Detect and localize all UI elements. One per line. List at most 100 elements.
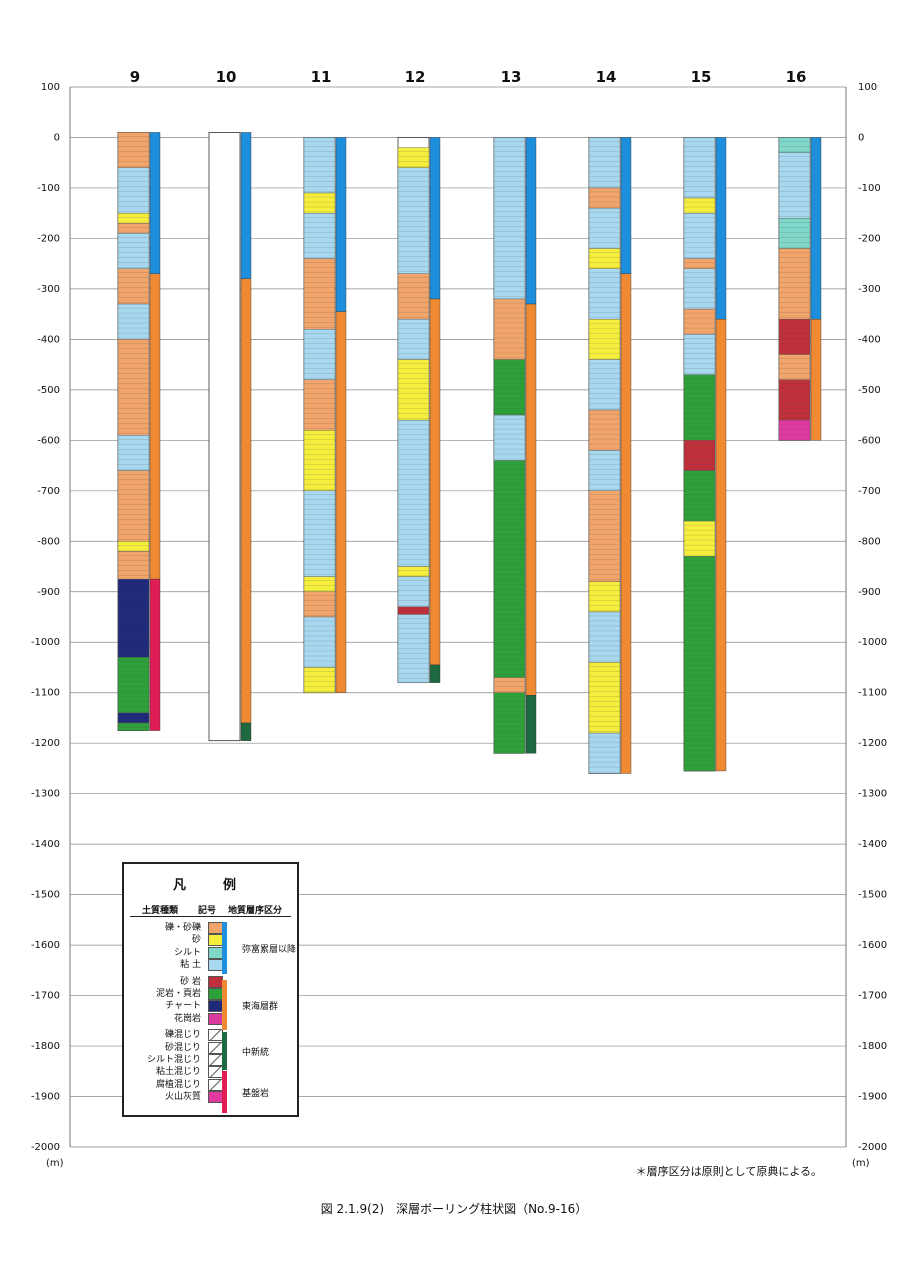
lithology-layer <box>683 197 716 214</box>
tick-label-left: -1500 <box>31 890 60 901</box>
legend-title: 凡 例 <box>172 878 248 893</box>
lithology-layer <box>303 329 336 380</box>
lithology-layer <box>117 233 150 269</box>
lithology-layer <box>683 334 716 375</box>
tick-label-left: 100 <box>41 82 60 93</box>
tick-label-right: 100 <box>858 82 877 93</box>
tick-label-left: -600 <box>37 435 60 446</box>
legend-strat-bar <box>222 1071 227 1113</box>
lithology-layer <box>588 359 621 411</box>
lithology-layer <box>493 692 526 754</box>
unit-left: (m) <box>46 1158 64 1169</box>
tick-label-right: -1100 <box>858 688 887 699</box>
boring-column-15: 15 <box>683 68 727 772</box>
legend-soil-label: 礫混じり <box>164 1030 201 1041</box>
tick-label-right: -1600 <box>858 940 887 951</box>
lithology-layer <box>117 722 150 731</box>
stratum-bar <box>620 273 632 774</box>
tick-label-right: -800 <box>858 536 881 547</box>
legend-soil-swatch <box>208 946 223 959</box>
lithology-layer <box>588 662 621 734</box>
lithology-layer <box>778 137 811 153</box>
legend-strat-label: 中新統 <box>242 1048 270 1058</box>
tick-label-right: -100 <box>858 183 881 194</box>
lithology-layer <box>778 318 811 355</box>
lithology-layer <box>303 576 336 592</box>
stratum-bar <box>149 273 161 580</box>
legend-soil-swatch <box>208 959 223 972</box>
legend-soil-label: 花崗岩 <box>173 1013 201 1024</box>
tick-label-right: -1400 <box>858 839 887 850</box>
legend-soil-item: 礫・砂礫 <box>124 922 297 934</box>
tick-label-right: -700 <box>858 486 881 497</box>
lithology-layer <box>588 450 621 492</box>
tick-label-right: -500 <box>858 385 881 396</box>
stratum-bar <box>429 298 441 666</box>
legend-strat-bar <box>222 922 227 974</box>
legend-soil-swatch <box>208 1000 223 1013</box>
tick-label-left: -900 <box>37 587 60 598</box>
lithology-layer <box>303 591 336 618</box>
column-label: 13 <box>501 68 522 86</box>
lithology-layer <box>117 167 150 214</box>
tick-label-right: -1200 <box>858 738 887 749</box>
lithology-layer <box>303 379 336 431</box>
tick-label-right: -200 <box>858 233 881 244</box>
lithology-layer <box>588 611 621 663</box>
legend-soil-label: チャート <box>165 1001 201 1012</box>
tick-label-right: -1800 <box>858 1041 887 1052</box>
legend-box: 凡 例 土質種類 記号 地質層序区分 礫・砂礫砂シルト粘 土砂 岩泥岩・頁岩 チャ… <box>122 862 299 1117</box>
stratum-bar <box>429 137 441 300</box>
lithology-layer <box>588 268 621 320</box>
legend-soil-label: シルト混じり <box>146 1055 201 1065</box>
legend-soil-swatch <box>208 988 223 1000</box>
boring-columns: 9 10 11 12 13 14 15 16 <box>117 68 822 774</box>
tick-label-right: -1500 <box>858 890 887 901</box>
lithology-layer <box>588 409 621 451</box>
lithology-layer <box>303 490 336 577</box>
lithology-layer <box>683 268 716 310</box>
tick-label-left: -400 <box>37 334 60 345</box>
stratum-bar <box>335 137 347 312</box>
lithology-layer <box>588 318 621 360</box>
lithology-layer <box>493 677 526 693</box>
lithology-layer <box>117 303 150 340</box>
legend-soil-label: 砂 岩 <box>180 976 201 987</box>
footnote: ＊層序区分は原則として原典による。 <box>635 1165 822 1178</box>
tick-label-left: -700 <box>37 486 60 497</box>
lithology-layer <box>303 192 336 214</box>
lithology-layer <box>683 520 716 557</box>
lithology-layer <box>303 667 336 693</box>
tick-label-right: -1900 <box>858 1092 887 1103</box>
lithology-layer <box>117 223 150 234</box>
boring-column-10: 10 <box>208 68 252 742</box>
legend-divider <box>130 916 291 917</box>
lithology-layer <box>778 248 811 320</box>
tick-label-right: -600 <box>858 435 881 446</box>
stratum-bar <box>429 664 441 683</box>
stratum-bar <box>525 303 537 696</box>
lithology-layer <box>683 556 716 772</box>
legend-soil-label: 礫・砂礫 <box>164 923 201 933</box>
depth-axis: 100 100 0 0 -100 -100 -200 -200 -300 -300 -400 -400… <box>31 82 887 1153</box>
stratum-bar <box>149 578 161 731</box>
legend-soil-label: 砂 <box>191 935 201 946</box>
tick-label-left: -1600 <box>31 940 60 951</box>
legend-soil-item: 砂 岩 <box>124 975 297 988</box>
column-label: 16 <box>786 68 807 86</box>
tick-label-right: -1700 <box>858 991 887 1002</box>
stratum-bar <box>715 318 727 772</box>
lithology-layer <box>493 460 526 678</box>
lithology-layer <box>493 137 526 300</box>
lithology-layer <box>683 137 716 199</box>
lithology-layer <box>117 339 150 436</box>
legend-soil-label: シルト <box>173 947 201 958</box>
lithology-layer <box>303 212 336 259</box>
tick-label-left: -100 <box>37 183 60 194</box>
legend-soil-item: シルト混じり <box>124 1054 297 1066</box>
unit-right: (m) <box>852 1158 870 1169</box>
lithology-layer <box>303 137 336 194</box>
lithology-layer <box>117 212 150 224</box>
column-label: 15 <box>691 68 712 86</box>
tick-label-right: -1000 <box>858 637 887 648</box>
